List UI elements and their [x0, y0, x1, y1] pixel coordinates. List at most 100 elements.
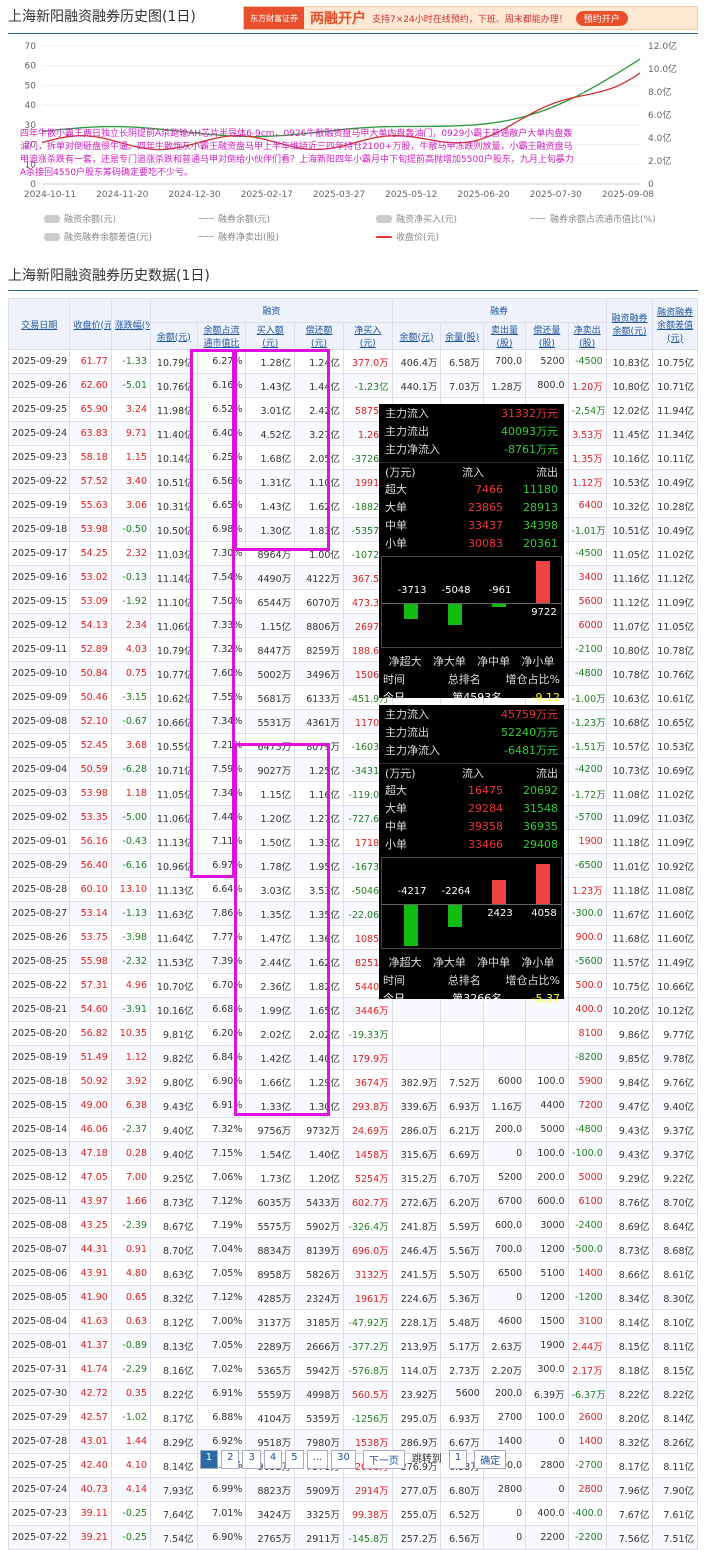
table-cell: 50.46 — [69, 685, 112, 710]
table-cell: 286.9万 — [391, 1429, 442, 1454]
legend-item[interactable]: 融资余额(元) — [44, 212, 116, 225]
page-link[interactable]: 30 — [331, 1450, 356, 1469]
th-rzzb[interactable]: 余额占流通市值比 — [196, 322, 247, 350]
legend-item[interactable]: 融券净卖出(股) — [198, 230, 279, 243]
table-cell: 8.73亿 — [605, 1237, 654, 1262]
table-cell: 10.28亿 — [652, 493, 698, 518]
table-cell: 4.96 — [110, 973, 152, 998]
page-next-button[interactable]: 下一页 — [362, 1450, 405, 1469]
table-cell: 5365万 — [245, 1357, 296, 1382]
page-link[interactable]: 2 — [221, 1450, 240, 1469]
table-cell: 42.40 — [69, 1453, 112, 1478]
table-cell: 3185万 — [294, 1309, 344, 1334]
table-cell: 53.09 — [69, 589, 112, 614]
table-cell: 0.28 — [110, 1141, 152, 1166]
table-cell: 6.65% — [196, 493, 247, 518]
th-total[interactable]: 融资融券余额(元) — [605, 298, 654, 350]
legend-item[interactable]: 融券余额(元) — [198, 212, 270, 225]
table-cell: 10.68亿 — [605, 709, 654, 734]
table-cell: 6.70万 — [440, 1165, 484, 1190]
th-rzmr[interactable]: 买入额(元) — [245, 322, 296, 350]
table-cell: 2800 — [482, 1477, 527, 1502]
table-cell: 1.27亿 — [294, 805, 344, 830]
table-row: 2025-08-14 46.06 -2.37 9.40亿 7.32% 9756万 9732万… — [7, 1117, 698, 1142]
ad-button[interactable]: 预约开户 — [575, 10, 628, 26]
th-rzch[interactable]: 偿还额(元) — [294, 322, 344, 350]
table-cell: 1.40亿 — [294, 1045, 344, 1070]
th-rqch[interactable]: 偿还量(股) — [525, 322, 569, 350]
page-link[interactable]: 4 — [263, 1450, 283, 1469]
flow-bar-label: -3713 — [397, 585, 427, 596]
table-cell: 51.49 — [69, 1045, 112, 1070]
table-cell: 6.97% — [196, 853, 247, 878]
table-cell: 1.20万 — [567, 373, 607, 398]
table-cell: 3325万 — [294, 1501, 344, 1526]
legend-item[interactable]: 融资净买入(元) — [376, 212, 457, 225]
table-cell: -47.92万 — [342, 1309, 393, 1334]
table-cell: 1.20亿 — [245, 805, 296, 830]
table-cell: 6.91% — [196, 1381, 247, 1406]
table-cell: -2100 — [567, 637, 607, 662]
legend-item[interactable]: 收盘价(元) — [376, 230, 439, 243]
page-link[interactable]: 5 — [285, 1450, 304, 1469]
th-chg[interactable]: 涨跌幅(%) — [110, 298, 152, 350]
page-link[interactable]: 3 — [242, 1450, 261, 1469]
table-cell: 6.40% — [196, 421, 247, 446]
th-rqye[interactable]: 余额(元) — [391, 322, 442, 350]
table-cell: 2914万 — [342, 1477, 393, 1502]
table-cell: 1.44亿 — [294, 373, 344, 398]
table-cell: 11.08亿 — [605, 781, 654, 806]
legend-item[interactable]: 融资融券余额差值(元) — [44, 230, 152, 243]
table-cell: 3000 — [525, 1213, 569, 1238]
table-cell: 5100 — [525, 1261, 569, 1286]
th-rqjm[interactable]: 净卖出(股) — [567, 322, 607, 350]
table-cell: 2025-08-19 — [7, 1045, 71, 1070]
goto-input[interactable]: 1 — [448, 1450, 468, 1469]
th-rzjm[interactable]: 净买入(元) — [342, 322, 393, 350]
table-cell: -0.50 — [110, 517, 152, 542]
goto-ok-button[interactable]: 确定 — [474, 1450, 507, 1469]
table-cell: 10.65亿 — [652, 709, 698, 734]
table-cell: 1.00亿 — [294, 541, 344, 566]
table-cell: 8.18亿 — [605, 1357, 654, 1382]
th-close[interactable]: 收盘价(元) — [69, 298, 112, 350]
y-tick-label: 40 — [25, 101, 37, 111]
th-date[interactable]: 交易日期 — [7, 298, 71, 350]
table-cell: 57.52 — [69, 469, 112, 494]
table-cell: 11.05亿 — [652, 613, 698, 638]
table-cell: 47.18 — [69, 1141, 112, 1166]
table-cell: 6544万 — [245, 589, 296, 614]
ad-banner[interactable]: 东方财富证券 两融开户 支持7×24小时在线预约，下班、周末都能办理！ 预约开户 — [243, 6, 698, 30]
page-link[interactable]: ... — [306, 1450, 329, 1469]
page-link[interactable]: 1 — [199, 1450, 219, 1469]
table-cell: -1.23亿 — [342, 373, 393, 398]
y2-tick-label: 10.0亿 — [648, 63, 677, 75]
table-cell: 3.06 — [110, 493, 152, 518]
legend-swatch — [530, 218, 546, 219]
table-cell: 241.5万 — [391, 1261, 442, 1286]
table-cell: 257.2万 — [391, 1525, 442, 1550]
table-cell: 406.4万 — [391, 349, 442, 374]
table-cell: 700.0 — [482, 1237, 527, 1262]
table-cell: 4490万 — [245, 565, 296, 590]
legend-item[interactable]: 融券余额占流通市值比(%) — [530, 212, 656, 225]
table-cell: 9.81亿 — [150, 1021, 198, 1046]
table-cell: 9.84亿 — [605, 1069, 654, 1094]
th-rqmc[interactable]: 卖出量(股) — [482, 322, 527, 350]
table-cell: 8.68亿 — [652, 1237, 698, 1262]
x-tick-label: 2025-02-17 — [241, 190, 293, 200]
th-rzye[interactable]: 余额(元) — [150, 322, 198, 350]
table-cell: -5.01 — [110, 373, 152, 398]
th-rqyl[interactable]: 余量(股) — [440, 322, 484, 350]
table-cell: 4.03 — [110, 637, 152, 662]
table-cell: 1.99亿 — [245, 997, 296, 1022]
table-cell: 11.18亿 — [605, 877, 654, 902]
table-cell: 2.17万 — [567, 1357, 607, 1382]
y-tick-label: 70 — [25, 42, 37, 52]
table-cell: -2.32 — [110, 949, 152, 974]
table-row: 2025-09-29 61.77 -1.33 10.79亿 6.27% 1.28亿 1.24… — [7, 349, 698, 374]
th-diff[interactable]: 融资融券余额差值(元) — [652, 298, 698, 350]
table-cell: 53.14 — [69, 901, 112, 926]
table-cell: 43.97 — [69, 1189, 112, 1214]
table-cell: 228.1万 — [391, 1309, 442, 1334]
